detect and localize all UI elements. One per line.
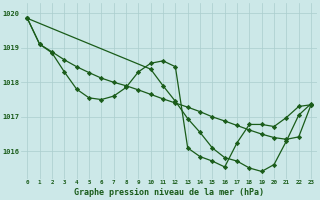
X-axis label: Graphe pression niveau de la mer (hPa): Graphe pression niveau de la mer (hPa) xyxy=(74,188,264,197)
